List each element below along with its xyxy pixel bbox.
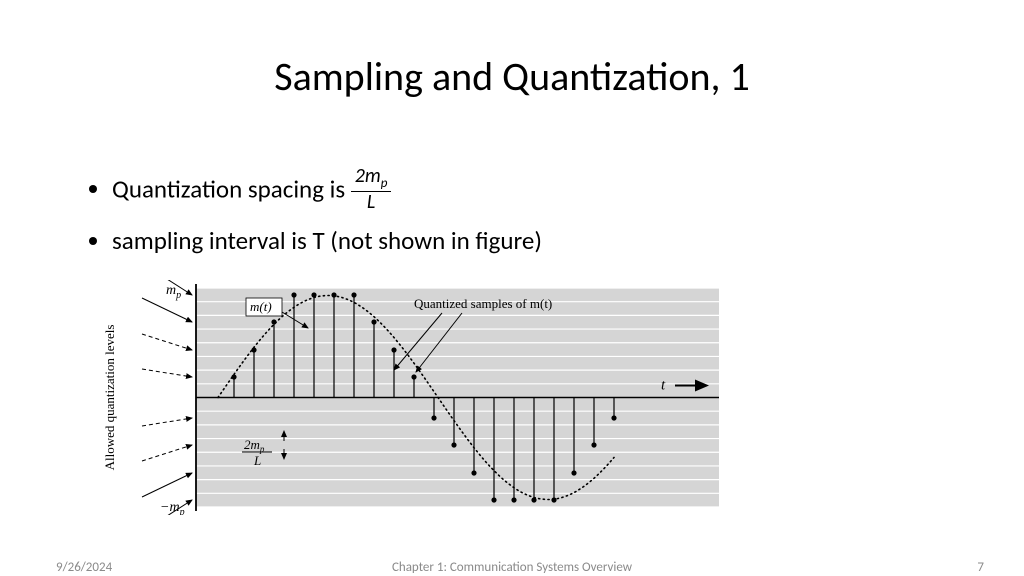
quantization-figure: Allowed quantization levels mp −mp m(t) Quan… [94, 280, 719, 515]
bullet-1-text: Quantization spacing is [112, 173, 351, 204]
bullet-1: Quantization spacing is 2mp L [112, 168, 542, 215]
svg-text:Allowed quantization levels: Allowed quantization levels [102, 325, 117, 471]
svg-text:mp: mp [166, 283, 181, 301]
fraction-2mp-L: 2mp L [351, 166, 392, 213]
svg-text:L: L [253, 453, 261, 468]
svg-text:−mp: −mp [160, 500, 185, 515]
footer-chapter: Chapter 1: Communication Systems Overvie… [0, 560, 1024, 575]
footer-page: 7 [977, 560, 984, 575]
bullet-2: sampling interval is T (not shown in fig… [112, 221, 542, 261]
page-title: Sampling and Quantization, 1 [0, 52, 1024, 101]
svg-text:m(t): m(t) [250, 299, 272, 314]
bullet-list: Quantization spacing is 2mp L sampling i… [94, 168, 542, 267]
svg-text:Quantized samples of m(t): Quantized samples of m(t) [414, 296, 552, 311]
